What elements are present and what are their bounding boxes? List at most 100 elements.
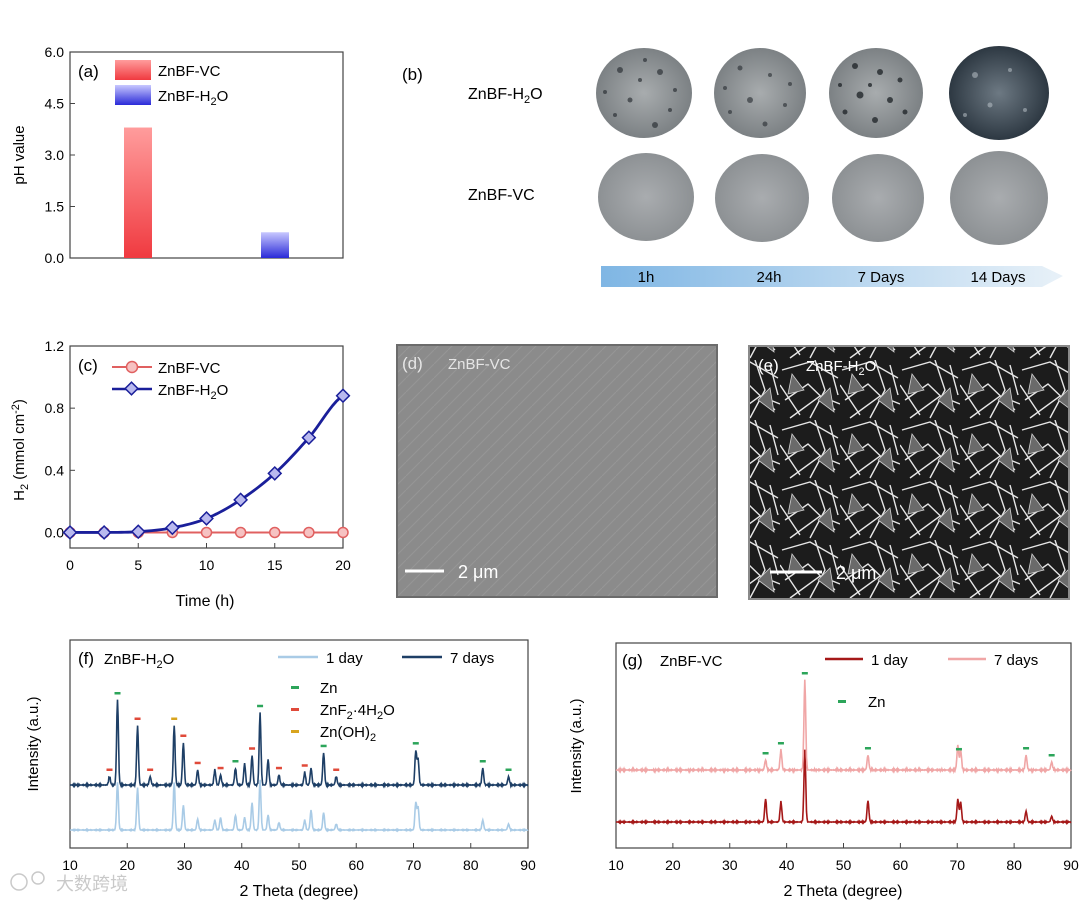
bar-vc <box>124 127 152 259</box>
disk-vc-14days <box>950 151 1048 245</box>
panel-e: (e) ZnBF-H2O 2 μm <box>748 345 1070 600</box>
x-tick-label-panel_f: 40 <box>234 857 250 873</box>
legend-f-7days: 7 days <box>450 650 494 667</box>
time-label-1h: 1h <box>638 269 655 286</box>
phase-marker <box>762 752 769 755</box>
panel-c-axes: 0 5 10 15 20 0.0 0.4 0.8 1.2 <box>45 338 351 573</box>
legend-f-zn: Zn <box>320 680 338 697</box>
x-tick-label-panel_f: 10 <box>62 857 78 873</box>
legend-f-znf2-marker <box>291 708 299 711</box>
phase-marker <box>777 742 784 745</box>
panel-a: 0.0 1.5 3.0 4.5 6.0 (a) ZnBF-VC ZnBF-H2O pH … <box>11 44 344 266</box>
legend-g-zn: Zn <box>868 694 886 711</box>
phase-marker <box>301 764 308 767</box>
time-label-24h: 24h <box>756 269 781 286</box>
x-tick-label-panel_g: 50 <box>836 857 852 873</box>
panel-g: 10 20 30 40 50 60 70 80 90 (g) ZnBF-VC 1 day 7 d… <box>568 642 1079 900</box>
legend-g-zn-marker <box>838 700 846 703</box>
panel-f-xlabel: 2 Theta (degree) <box>240 883 359 900</box>
phase-marker <box>1048 754 1055 757</box>
panel-d: (d) ZnBF-VC 2 μm <box>396 344 718 598</box>
x-tick-label-panel_f: 20 <box>119 857 135 873</box>
panel-c-label: (c) <box>78 356 98 375</box>
x-tick-label-panel_f: 80 <box>463 857 479 873</box>
x-tick-label-panel_g: 70 <box>949 857 965 873</box>
phase-marker <box>134 717 141 720</box>
x-tick-label-panel_g: 80 <box>1006 857 1022 873</box>
scalebar-e-label: 2 μm <box>836 563 876 583</box>
phase-marker <box>106 768 113 771</box>
y-tick-label-c: 0.4 <box>45 462 65 478</box>
phase-marker <box>479 760 486 763</box>
time-label-14days: 14 Days <box>970 269 1025 286</box>
xrd-line-1day <box>615 749 1072 826</box>
panel-f-label: (f) <box>78 649 94 668</box>
series-point-vc <box>337 526 349 539</box>
row-label-h2o: ZnBF-H2O <box>468 86 543 106</box>
y-tick-label-c: 0.8 <box>45 400 65 416</box>
xrd-line-7days <box>615 679 1072 775</box>
series-point-vc <box>200 526 213 539</box>
x-tick-label-panel_f: 50 <box>291 857 307 873</box>
phase-marker <box>1023 747 1030 750</box>
panel-c-series <box>62 388 351 540</box>
phase-marker <box>412 742 419 745</box>
series-point-h2o <box>164 520 180 536</box>
panel-f-title: ZnBF-H2O <box>104 651 174 671</box>
phase-marker <box>171 717 178 720</box>
legend-g-7days: 7 days <box>994 652 1038 669</box>
x-tick-label-panel_g: 40 <box>779 857 795 873</box>
legend-c-h2o: ZnBF-H2O <box>158 382 228 402</box>
disk-vc-24h <box>715 154 809 242</box>
legend-a-vc: ZnBF-VC <box>158 63 221 80</box>
phase-marker <box>249 747 256 750</box>
legend-c-vc-marker <box>125 360 139 374</box>
panel-f: 10 20 30 40 50 60 70 80 90 (f) ZnBF-H2O 1 day 7 … <box>25 639 536 900</box>
x-tick-label-c: 20 <box>335 557 351 573</box>
series-point-vc <box>269 526 281 539</box>
series-point-h2o <box>267 465 283 481</box>
legend-swatch-h2o <box>115 85 151 105</box>
series-point-h2o <box>301 430 317 446</box>
series-point-vc <box>303 526 315 539</box>
phase-marker <box>320 744 327 748</box>
time-label-7days: 7 Days <box>858 269 905 286</box>
row-label-vc: ZnBF-VC <box>468 187 535 204</box>
panel-a-y-ticks: 0.0 1.5 3.0 4.5 6.0 <box>45 44 75 266</box>
y-tick-label-c: 0.0 <box>45 524 65 540</box>
y-tick-label-a: 3.0 <box>45 147 65 163</box>
panel-g-series <box>615 672 1072 826</box>
legend-f-znf2: ZnF2·4H2O <box>320 702 395 722</box>
series-point-h2o <box>233 492 249 508</box>
phase-marker <box>801 672 808 675</box>
y-tick-label-a: 4.5 <box>45 96 65 112</box>
phase-marker <box>275 766 282 770</box>
disk-vc-7days <box>832 154 924 242</box>
legend-g-1day: 1 day <box>871 652 908 669</box>
panel-c: 0 5 10 15 20 0.0 0.4 0.8 1.2 (c) ZnBF-VC ZnBF-H2… <box>10 338 351 610</box>
panel-e-label: (e) <box>758 356 779 375</box>
x-tick-label-c: 10 <box>199 557 215 573</box>
panel-g-axes: 10 20 30 40 50 60 70 80 90 <box>608 843 1079 873</box>
series-point-h2o <box>96 525 112 540</box>
x-tick-label-panel_g: 10 <box>608 857 624 873</box>
panel-g-title: ZnBF-VC <box>660 653 723 670</box>
phase-marker <box>864 747 871 750</box>
xrd-line-7days <box>69 699 529 789</box>
legend-f-znoh: Zn(OH)2 <box>320 724 376 744</box>
scalebar-d-label: 2 μm <box>458 562 498 582</box>
panel-g-ylabel: Intensity (a.u.) <box>568 698 585 793</box>
panel-f-axes: 10 20 30 40 50 60 70 80 90 <box>62 843 536 873</box>
xrd-line-1day <box>69 779 529 833</box>
phase-marker <box>333 768 340 771</box>
watermark-text: 大数跨境 <box>56 874 128 894</box>
legend-a-h2o: ZnBF-H2O <box>158 88 228 108</box>
phase-marker <box>232 760 239 763</box>
disk-h2o-24h <box>714 48 806 138</box>
x-tick-label-panel_f: 90 <box>520 857 536 873</box>
disk-vc-1h <box>598 153 694 241</box>
series-point-vc <box>234 526 247 539</box>
panel-f-ylabel: Intensity (a.u.) <box>25 696 42 791</box>
legend-c-vc: ZnBF-VC <box>158 360 221 377</box>
